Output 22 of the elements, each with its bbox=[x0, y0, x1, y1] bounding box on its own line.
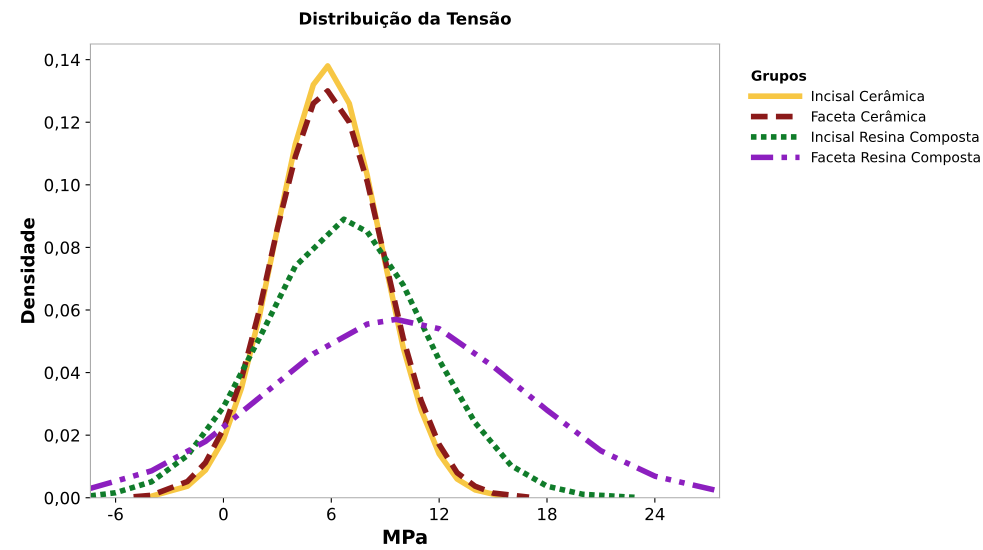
x-tick-label: 6 bbox=[327, 508, 336, 520]
legend-label: Faceta Resina Composta bbox=[812, 152, 980, 166]
y-tick-label: 0,04 bbox=[44, 366, 80, 381]
legend-label: Faceta Cerâmica bbox=[812, 110, 926, 122]
y-tick-label: 0,08 bbox=[44, 241, 80, 256]
x-tick-label: 24 bbox=[645, 508, 665, 520]
y-tick-label: 0,06 bbox=[44, 304, 80, 318]
x-axis-title: MPa bbox=[384, 530, 427, 544]
x-tick-label: -6 bbox=[108, 508, 123, 520]
y-tick-label: 0,10 bbox=[44, 178, 80, 194]
y-tick-label: 0,14 bbox=[44, 54, 80, 68]
legend-title: Grupos bbox=[752, 70, 806, 84]
legend-label: Incisal Resina Composta bbox=[812, 131, 978, 145]
x-tick-label: 0 bbox=[219, 508, 228, 520]
y-tick-label: 0,02 bbox=[44, 429, 80, 444]
y-axis-title: Densidade bbox=[20, 218, 35, 323]
y-tick-label: 0,12 bbox=[44, 116, 80, 130]
x-tick-label: 18 bbox=[538, 508, 556, 520]
y-tick-label: 0,00 bbox=[44, 492, 80, 506]
legend-label: Incisal Cerâmica bbox=[812, 90, 924, 102]
chart-title: Distribuição da Tensão bbox=[300, 12, 511, 28]
x-tick-label: 12 bbox=[430, 508, 448, 520]
